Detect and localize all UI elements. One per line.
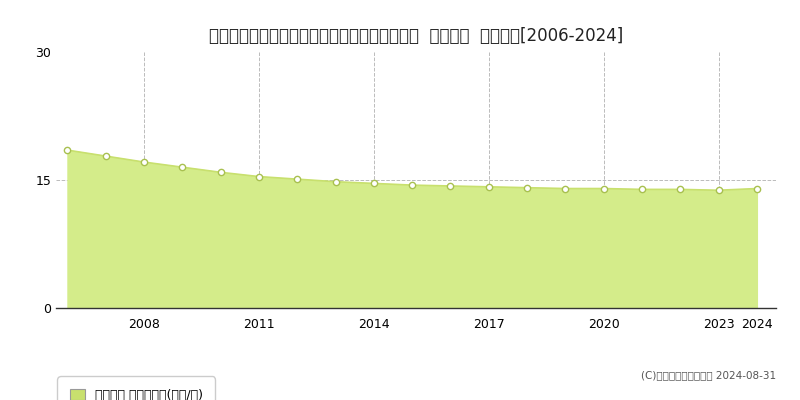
Legend: 地価公示 平均坪単価(万円/坪): 地価公示 平均坪単価(万円/坪): [62, 381, 210, 400]
Title: 福井県越前市文京２丁目５０字胴木１４番６外  地価公示  地価推移[2006-2024]: 福井県越前市文京２丁目５０字胴木１４番６外 地価公示 地価推移[2006-202…: [209, 27, 623, 45]
Text: (C)土地価格ドットコム 2024-08-31: (C)土地価格ドットコム 2024-08-31: [641, 370, 776, 380]
